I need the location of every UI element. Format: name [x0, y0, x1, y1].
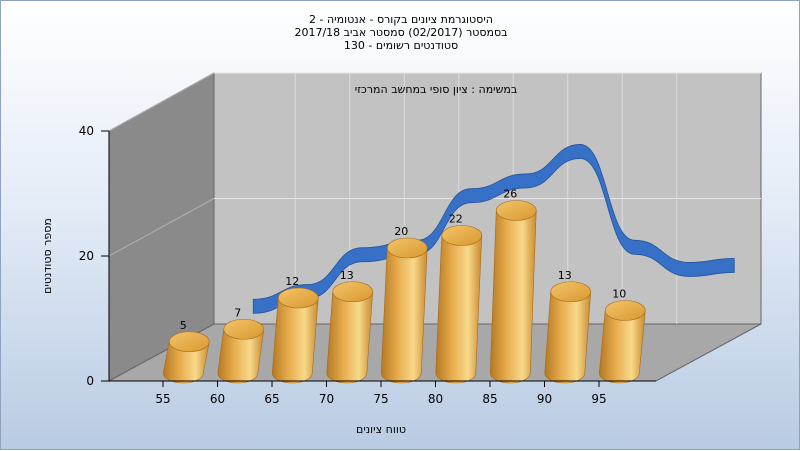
x-tick-label: 85: [482, 392, 497, 406]
bar-body: [598, 310, 646, 384]
x-tick-label: 75: [373, 392, 388, 406]
data-label: 13: [340, 269, 354, 282]
x-tick-label: 80: [428, 392, 443, 406]
bar-body: [217, 328, 265, 384]
bar-80-85: [435, 225, 483, 384]
bar-top: [386, 237, 428, 259]
gridline-side-40: [108, 72, 215, 132]
data-label: 7: [234, 306, 241, 319]
bar-top: [168, 331, 210, 353]
x-tick-label: 70: [319, 392, 334, 406]
bar-90-95: [544, 281, 592, 384]
data-label: 10: [612, 288, 626, 301]
bar-body: [435, 235, 483, 384]
x-axis-title: טווח ציונים: [356, 423, 406, 436]
bar-body: [489, 210, 537, 384]
x-tick-label: 55: [155, 392, 170, 406]
bar-top: [441, 225, 483, 246]
chart-title-line-2: בסמסטר (02/2017) סמסטר אביב 2017/18: [294, 26, 508, 39]
bar-top: [495, 200, 537, 221]
bar-55-60: [162, 331, 210, 384]
bar-top: [332, 281, 374, 303]
bar-75-80: [380, 237, 428, 384]
y-tick-label: 40: [79, 124, 94, 138]
bar-70-75: [326, 281, 374, 384]
chart-title-line-1: היסטוגרמת ציונים בקורס - אנטומיה - 2: [309, 13, 493, 26]
bar-body: [380, 247, 428, 384]
bar-body: [162, 341, 210, 384]
bar-85-90: [489, 200, 537, 384]
bar-top: [223, 318, 265, 340]
x-tick-label: 60: [210, 392, 225, 406]
bar-body: [271, 297, 319, 384]
gridline-side-20: [108, 198, 215, 257]
data-label: 12: [285, 275, 299, 288]
y-tick-label: 20: [79, 249, 94, 263]
bar-95-100: [598, 300, 646, 384]
y-axis-title: מספר סטודנטים: [41, 218, 54, 294]
bar-body: [326, 291, 374, 384]
data-label: 5: [180, 319, 187, 332]
chart-title-line-3: סטודנטים רשומים - 130: [343, 39, 459, 52]
y-tick-label: 0: [86, 374, 94, 388]
x-tick-label: 95: [591, 392, 606, 406]
bar-65-70: [271, 287, 319, 384]
bar-top: [277, 287, 319, 309]
bar-body: [544, 291, 592, 384]
data-label: 26: [503, 188, 517, 201]
x-tick-label: 65: [264, 392, 279, 406]
bar-top: [604, 300, 646, 321]
chart-annotation: במשימה : ציון סופי במחשב המרכזי: [355, 83, 518, 96]
x-tick-label: 90: [537, 392, 552, 406]
data-label: 22: [449, 213, 463, 226]
data-label: 20: [394, 225, 408, 238]
bar-top: [550, 281, 592, 303]
bar-60-65: [217, 318, 265, 384]
data-label: 13: [558, 269, 572, 282]
